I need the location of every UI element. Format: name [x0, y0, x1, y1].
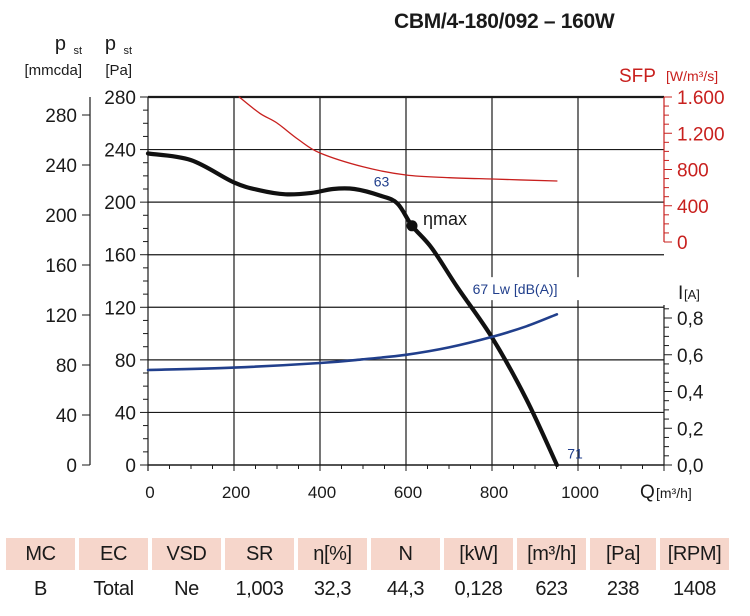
eta-max-label: ηmax: [423, 209, 467, 229]
table-header-cell: [RPM]: [660, 538, 729, 570]
table-header-cell: [Pa]: [590, 538, 656, 570]
table-value-cell: 44,3: [386, 578, 425, 600]
x-tick-label: 400: [308, 483, 336, 502]
static-pressure-curve: [145, 151, 559, 468]
sfp-tick-label: 800: [677, 161, 709, 182]
y-tick-label-mmcda: 240: [45, 156, 77, 177]
y-tick-label-mmcda: 40: [56, 406, 77, 427]
current-axis-unit: [A]: [684, 287, 700, 302]
x-tick-label: 200: [222, 483, 250, 502]
y-tick-label-mmcda: 0: [66, 456, 77, 477]
y-tick-label-mmcda: 80: [56, 356, 77, 377]
y-tick-label-pa: 40: [115, 403, 136, 424]
table-header-cell: η[%]: [298, 538, 367, 570]
table-header-cell: [m³/h]: [517, 538, 586, 570]
series: [145, 96, 559, 468]
y-tick-label-pa: 280: [104, 88, 136, 109]
x-tick-label: 0: [145, 483, 154, 502]
table-value-cell: 238: [606, 578, 640, 600]
mmcda-axis-title-symbol: p: [55, 33, 66, 55]
current-tick-label: 0,6: [677, 346, 703, 367]
y-tick-label-mmcda: 200: [45, 206, 77, 227]
current-curve: [146, 313, 559, 372]
x-axis-label: Q: [640, 482, 655, 503]
y-tick-label-pa: 160: [104, 246, 136, 267]
sfp-tick-label: 1.600: [677, 88, 725, 109]
y-tick-label-pa: 200: [104, 193, 136, 214]
sound-level-label: 71: [567, 445, 583, 461]
table-value-cell: 32,3: [313, 578, 352, 600]
table-header-cell: N: [371, 538, 440, 570]
axis-labels: 0 40 80 120 160 200 240 280 0 40 80 120 160 200 240 280…: [24, 33, 724, 503]
x-tick-label: 600: [394, 483, 422, 502]
y-tick-label-pa: 80: [115, 351, 136, 372]
grid: [148, 95, 664, 465]
x-tick-label: 800: [480, 483, 508, 502]
table-header-cell: EC: [79, 538, 148, 570]
y-tick-label-mmcda: 160: [45, 256, 77, 277]
pa-axis-title-unit: [Pa]: [105, 62, 132, 79]
table-value-cell: 1,003: [235, 578, 284, 600]
mmcda-axis-title-unit: [mmcda]: [24, 62, 82, 79]
table-header-cell: SR: [225, 538, 294, 570]
spec-table-header: MC EC VSD SR η[%] N [kW] [m³/h] [Pa] [RPM]: [6, 538, 744, 570]
table-header-cell: [kW]: [444, 538, 513, 570]
current-axis-label: I: [678, 283, 683, 304]
mmcda-axis-title-subscript: st: [73, 45, 82, 57]
pa-axis-title-subscript: st: [123, 45, 132, 57]
spec-table-values: B Total Ne 1,003 32,3 44,3 0,128 623 238 1408: [6, 570, 744, 604]
y-tick-label-pa: 120: [104, 298, 136, 319]
axes: [82, 96, 672, 471]
y-tick-label-mmcda: 280: [45, 106, 77, 127]
sfp-tick-label: 1.200: [677, 124, 725, 145]
table-value-cell: 0,128: [454, 578, 503, 600]
table-header-cell: MC: [6, 538, 75, 570]
pa-axis-title-symbol: p: [105, 33, 116, 55]
chart-title: CBM/4-180/092 – 160W: [394, 10, 615, 33]
sfp-tick-label: 0: [677, 233, 688, 254]
sfp-axis-unit: [W/m³/s]: [666, 68, 718, 84]
current-tick-label: 0,2: [677, 419, 703, 440]
y-tick-label-pa: 0: [125, 456, 136, 477]
sfp-curve: [238, 96, 558, 182]
current-tick-label: 0,4: [677, 383, 704, 404]
table-value-cell: Total: [93, 578, 134, 600]
annotation-bg: [468, 277, 582, 301]
table-value-cell: Ne: [174, 578, 199, 600]
y-tick-label-mmcda: 120: [45, 306, 77, 327]
current-tick-label: 0,0: [677, 456, 703, 477]
sound-level-label: 63: [374, 173, 390, 189]
fan-performance-chart: ηmax 63 67 Lw [dB(A)] 71 0 40 80 120 160 200 240 2…: [24, 33, 724, 503]
sound-level-label: 67 Lw [dB(A)]: [473, 281, 558, 297]
sfp-tick-label: 400: [677, 197, 709, 218]
x-tick-label: 1000: [561, 483, 599, 502]
table-value-cell: B: [34, 578, 47, 600]
table-value-cell: 1408: [673, 578, 716, 600]
x-axis-unit: [m³/h]: [656, 485, 692, 501]
current-tick-label: 0,8: [677, 309, 703, 330]
y-tick-label-pa: 240: [104, 141, 136, 162]
spec-table: MC EC VSD SR η[%] N [kW] [m³/h] [Pa] [RPM] B Total…: [6, 538, 744, 604]
table-header-cell: VSD: [152, 538, 221, 570]
sfp-axis-label: SFP: [619, 66, 656, 87]
eta-max-marker: [406, 220, 418, 232]
table-value-cell: 623: [535, 578, 568, 600]
annotations: ηmax 63 67 Lw [dB(A)] 71: [374, 173, 583, 461]
